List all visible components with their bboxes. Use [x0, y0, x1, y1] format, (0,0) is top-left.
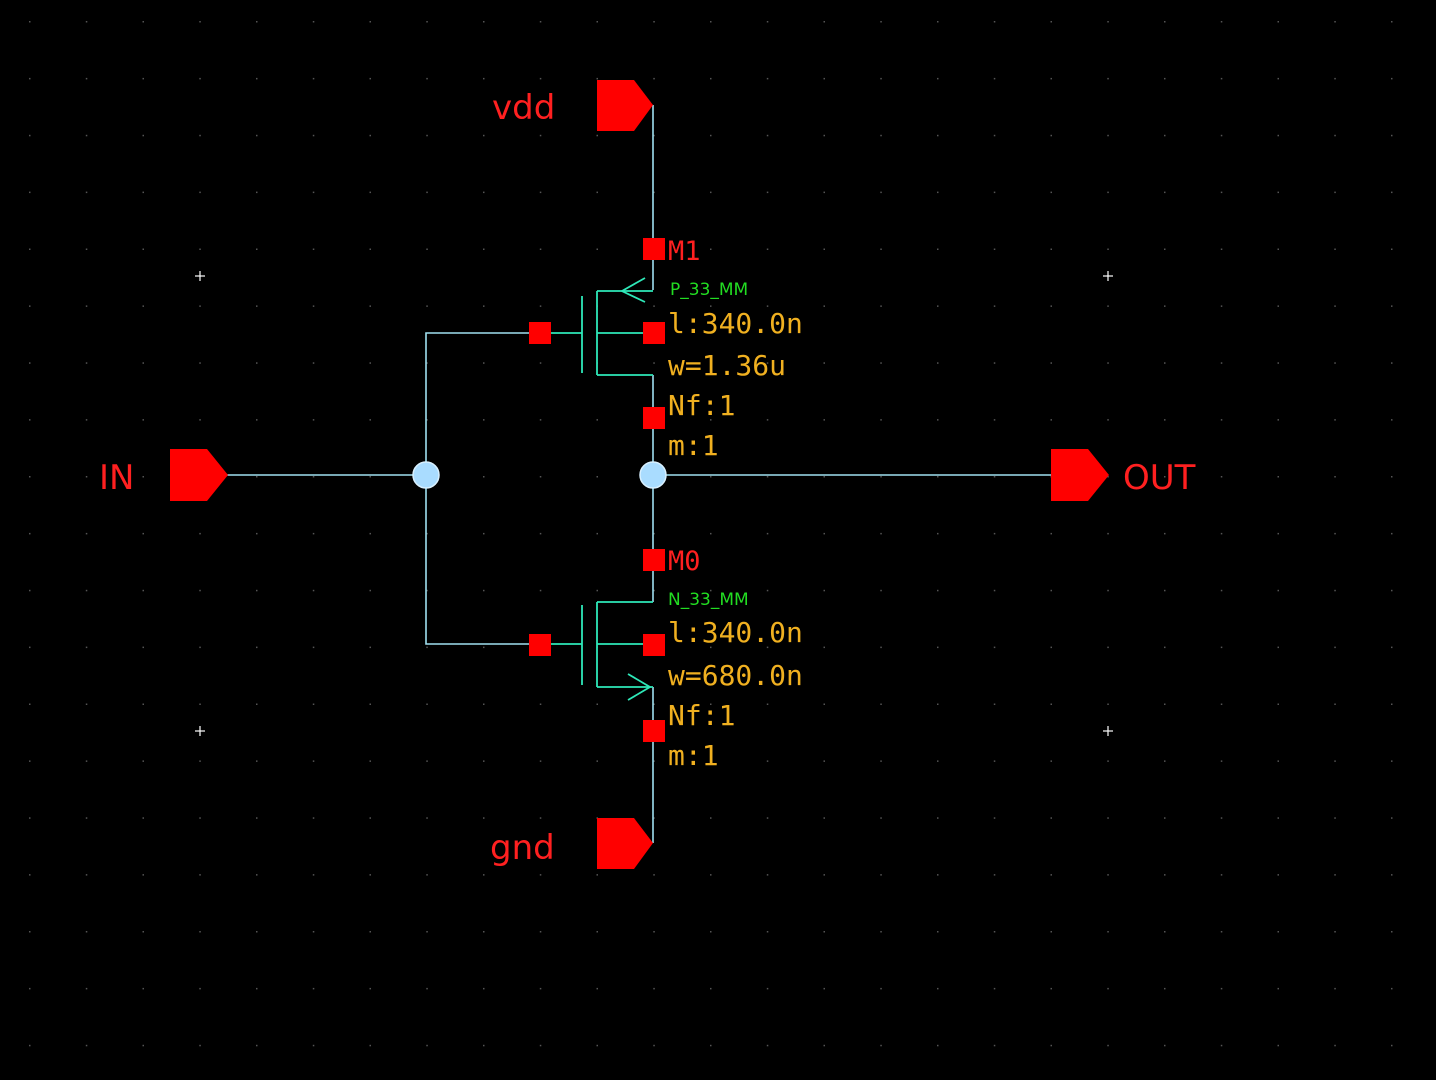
- net-dot-in[interactable]: [412, 461, 440, 489]
- wires: [226, 105, 1052, 843]
- net-dot-out[interactable]: [639, 461, 667, 489]
- pmos-param-l: l:340.0n: [668, 307, 803, 340]
- nmos-instance-name: M0: [668, 546, 701, 577]
- nmos-model-name: N_33_MM: [668, 590, 749, 610]
- nmos-drain-pin: [643, 549, 665, 571]
- vdd-pin-shape[interactable]: [597, 80, 653, 131]
- gnd-label: gnd: [490, 828, 555, 868]
- grid-dots: [29, 21, 1393, 1047]
- pmos-param-nf: Nf:1: [668, 389, 735, 422]
- pmos-symbol[interactable]: [529, 238, 665, 429]
- in-pin-shape[interactable]: [170, 449, 228, 501]
- nmos-param-nf: Nf:1: [668, 699, 735, 732]
- nmos-gate-pin: [529, 634, 551, 656]
- nmos-source-pin: [643, 720, 665, 742]
- pmos-arrow: [620, 277, 646, 303]
- nmos-symbol[interactable]: [529, 549, 665, 742]
- nmos-param-l: l:340.0n: [668, 616, 803, 649]
- pmos-bulk-pin: [643, 322, 665, 344]
- pmos-source-pin: [643, 238, 665, 260]
- vdd-label: vdd: [492, 88, 555, 128]
- pmos-gate-pin: [529, 322, 551, 344]
- pmos-instance-name: M1: [668, 236, 701, 267]
- out-label: OUT: [1123, 458, 1196, 498]
- in-label: IN: [99, 458, 134, 498]
- nmos-arrow: [627, 673, 652, 701]
- pmos-model-name: P_33_MM: [670, 280, 748, 300]
- wire-gate-bus: [425, 332, 539, 645]
- gnd-pin-shape[interactable]: [597, 818, 653, 869]
- pmos-param-w: w=1.36u: [668, 349, 786, 382]
- pmos-drain-pin: [643, 407, 665, 429]
- grid-crosshairs: [195, 271, 1113, 736]
- nmos-param-m: m:1: [668, 739, 719, 772]
- pmos-param-m: m:1: [668, 429, 719, 462]
- out-pin-shape[interactable]: [1051, 449, 1109, 501]
- nmos-bulk-pin: [643, 634, 665, 656]
- nmos-param-w: w=680.0n: [668, 659, 803, 692]
